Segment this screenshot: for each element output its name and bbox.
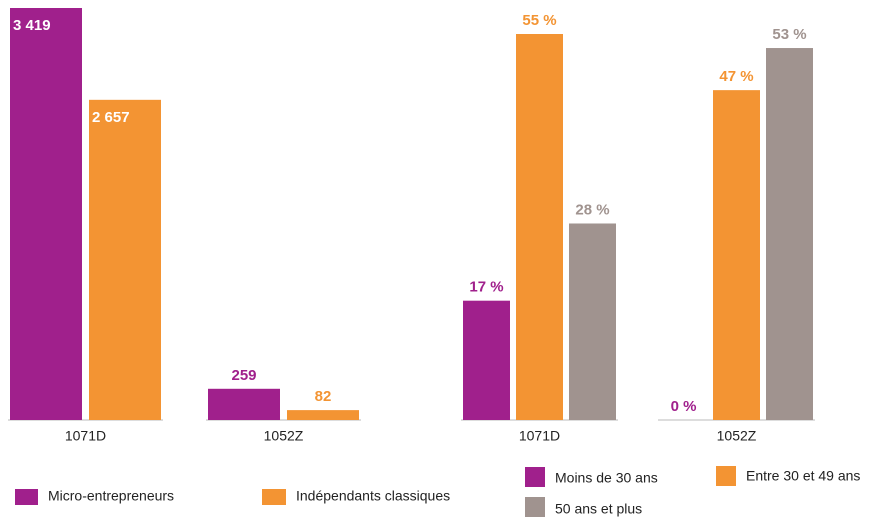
value-label: 2 657: [92, 109, 130, 126]
legend-swatch: [15, 489, 38, 505]
value-label: 0 %: [671, 398, 697, 415]
x-tick-label: 1071D: [519, 428, 560, 444]
legend-label: Micro-entrepreneurs: [48, 488, 174, 504]
legend-label: Indépendants classiques: [296, 488, 450, 504]
legend-label: Entre 30 et 49 ans: [746, 468, 860, 484]
value-label: 259: [231, 367, 256, 384]
bar: [463, 300, 510, 420]
x-tick-label: 1052Z: [264, 428, 304, 444]
value-label: 82: [315, 388, 332, 405]
legend-label: Moins de 30 ans: [555, 470, 658, 486]
value-label: 47 %: [719, 68, 753, 85]
legend-swatch: [525, 467, 545, 487]
legend-label: 50 ans et plus: [555, 501, 642, 517]
value-label: 53 %: [772, 26, 806, 43]
legend-swatch: [525, 497, 545, 517]
value-label: 3 419: [13, 17, 51, 34]
value-label: 17 %: [469, 279, 503, 296]
legend-swatch: [716, 466, 736, 486]
value-label: 28 %: [575, 201, 609, 218]
bar: [766, 48, 813, 420]
bar: [208, 388, 280, 420]
bar: [89, 99, 161, 421]
bar: [713, 90, 760, 421]
value-label: 55 %: [522, 12, 556, 29]
x-tick-label: 1052Z: [717, 428, 757, 444]
bar: [569, 223, 616, 420]
legend-swatch: [262, 489, 286, 505]
bar: [516, 34, 563, 420]
bar: [10, 8, 82, 420]
x-tick-label: 1071D: [65, 428, 106, 444]
bar: [287, 410, 359, 420]
